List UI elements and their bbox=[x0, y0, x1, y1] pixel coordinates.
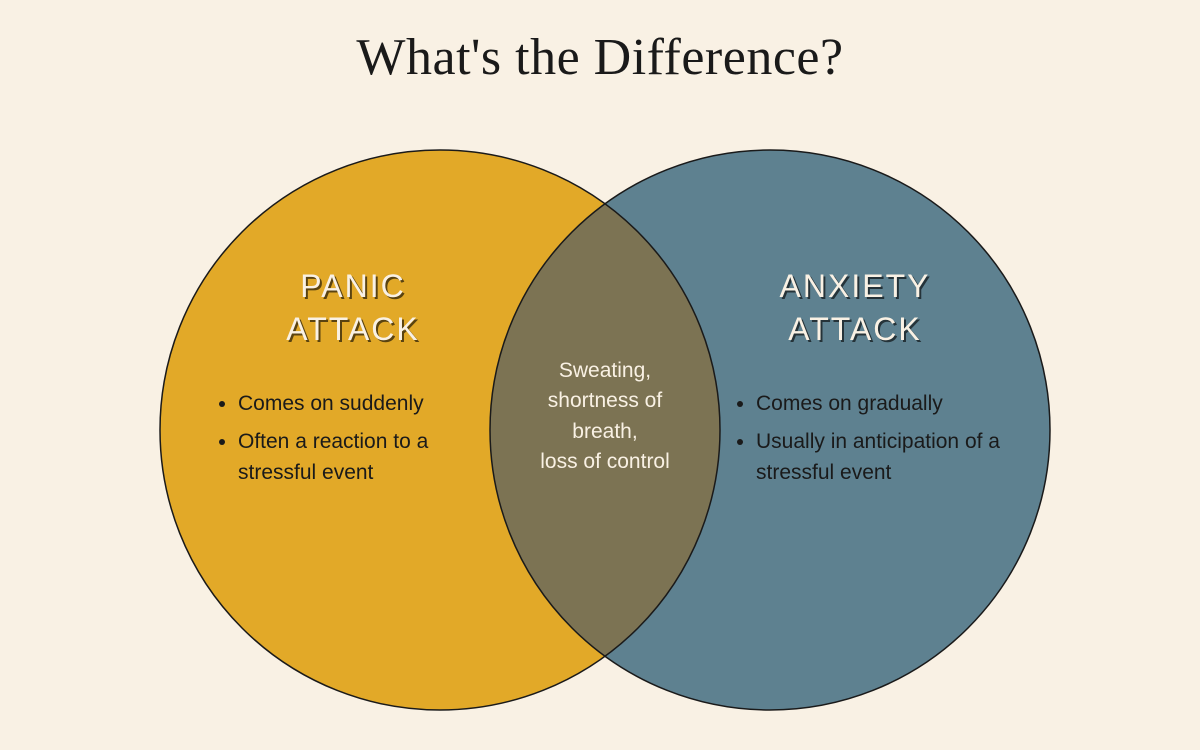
overlap-text: Sweating, shortness of breath, loss of c… bbox=[510, 356, 700, 478]
right-bullet-list: Comes on gradually Usually in anticipatio… bbox=[734, 388, 1014, 495]
right-circle-label: ANXIETY ATTACK bbox=[740, 265, 970, 351]
list-item: Comes on suddenly bbox=[238, 388, 476, 420]
left-bullet-list: Comes on suddenly Often a reaction to a s… bbox=[216, 388, 476, 495]
list-item: Usually in anticipation of a stressful e… bbox=[756, 426, 1014, 489]
infographic-canvas: What's the Difference? PANIC ATTACK Come… bbox=[0, 0, 1200, 750]
list-item: Comes on gradually bbox=[756, 388, 1014, 420]
list-item: Often a reaction to a stressful event bbox=[238, 426, 476, 489]
left-circle-label: PANIC ATTACK bbox=[238, 265, 468, 351]
